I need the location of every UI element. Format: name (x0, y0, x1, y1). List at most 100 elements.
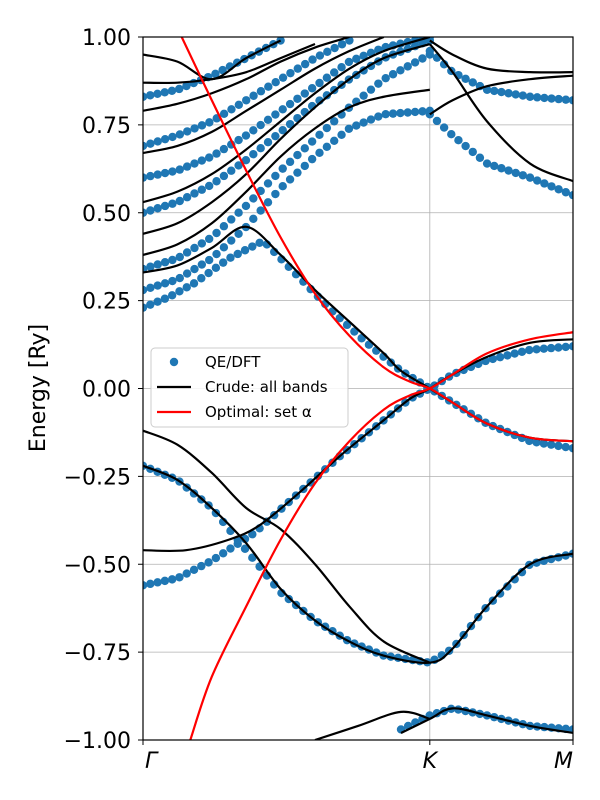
qe-dft-point (308, 55, 317, 64)
qe-dft-point (212, 177, 221, 186)
qe-dft-point (525, 345, 534, 355)
crude-all-bands-band-14 (400, 707, 573, 735)
qe-dft-point (300, 59, 310, 69)
qe-dft-point (307, 154, 317, 164)
qe-dft-point (204, 268, 213, 278)
qe-dft-point (241, 155, 251, 165)
qe-dft-point (533, 93, 542, 102)
qe-dft-point (219, 144, 229, 154)
qe-dft-point (182, 569, 191, 578)
qe-dft-point (153, 281, 162, 290)
qe-dft-point (153, 204, 162, 213)
qe-dft-point (554, 441, 563, 451)
qe-dft-point (234, 161, 243, 170)
qe-dft-point (160, 258, 170, 267)
qe-dft-point (532, 345, 541, 354)
y-tick-label: 1.00 (82, 26, 131, 51)
qe-dft-point (439, 123, 449, 132)
qe-dft-point (153, 89, 162, 98)
qe-dft-point (359, 118, 368, 127)
qe-dft-point (249, 91, 258, 100)
qe-dft-point (540, 179, 549, 188)
qe-dft-point (366, 115, 376, 124)
qe-dft-point (240, 544, 250, 553)
qe-dft-point (204, 558, 213, 567)
qe-dft-point (182, 81, 191, 91)
qe-dft-point (330, 117, 339, 126)
y-axis-label: Energy [Ry] (26, 324, 51, 452)
qe-dft-point (227, 236, 236, 245)
qe-dft-point (263, 115, 273, 125)
qe-dft-point (345, 37, 354, 45)
qe-dft-point (495, 352, 505, 362)
crude-all-bands-band-6 (143, 37, 431, 204)
qe-dft-point (359, 91, 368, 100)
qe-dft-point (226, 544, 235, 553)
qe-dft-point (285, 99, 295, 109)
qe-dft-point (160, 294, 170, 303)
qe-dft-point (240, 534, 250, 544)
qe-dft-point (263, 179, 273, 188)
qe-dft-point (189, 565, 199, 575)
qe-dft-point (204, 181, 214, 191)
crude-all-bands-band-7 (143, 37, 385, 155)
qe-dft-point (241, 201, 251, 211)
qe-dft-point (204, 255, 214, 265)
qe-dft-point (554, 343, 563, 352)
qe-dft-point (410, 58, 420, 67)
qe-dft-point (205, 118, 214, 127)
qe-dft-point (293, 64, 302, 73)
qe-dft-point (146, 171, 155, 181)
qe-dft-point (234, 135, 243, 145)
qe-dft-point (511, 90, 520, 99)
qe-dft-point (381, 109, 390, 119)
qe-dft-point (554, 94, 563, 104)
crude-all-bands-band-0 (143, 338, 573, 553)
qe-dft-point (490, 161, 499, 171)
qe-dft-point (160, 201, 170, 211)
qe-dft-point (337, 63, 346, 72)
qe-dft-point (352, 121, 361, 130)
qe-dft-point (503, 582, 512, 591)
qe-dft-point (510, 349, 519, 358)
qe-dft-point (540, 93, 549, 103)
qe-dft-point (226, 253, 235, 262)
qe-dft-point (190, 159, 199, 168)
qe-dft-point (425, 46, 435, 56)
qe-dft-point (359, 51, 368, 60)
x-tick-label: K (423, 749, 439, 774)
qe-dft-point (293, 168, 302, 177)
legend-label: Optimal: set α (205, 403, 312, 421)
qe-dft-point (307, 84, 317, 93)
qe-dft-point (315, 148, 324, 158)
qe-dft-point (167, 291, 177, 300)
qe-dft-point (374, 112, 383, 121)
qe-dft-point (454, 136, 463, 145)
qe-dft-point (219, 222, 229, 231)
qe-dft-point (240, 246, 250, 255)
qe-dft-point (227, 215, 236, 224)
qe-dft-point (153, 578, 162, 587)
y-tick-label: −1.00 (64, 729, 131, 754)
qe-dft-point (330, 43, 339, 53)
qe-dft-point (488, 354, 498, 364)
qe-dft-point (366, 85, 376, 94)
qe-dft-point (211, 553, 221, 563)
qe-dft-point (248, 553, 257, 562)
qe-dft-point (263, 198, 273, 207)
qe-dft-point (503, 351, 512, 360)
qe-dft-point (468, 147, 477, 157)
crude-all-bands-band-13 (429, 39, 573, 74)
qe-dft-point (248, 242, 257, 251)
qe-dft-point (568, 444, 573, 453)
qe-dft-point (143, 285, 148, 295)
qe-dft-point (190, 243, 199, 253)
qe-dft-point (175, 196, 184, 206)
qe-dft-point (517, 567, 527, 577)
crude-all-bands-band-11 (428, 43, 573, 183)
qe-dft-point (160, 134, 170, 144)
ticks: 1.00 0.75 0.50 0.25 0.00 −0.25 −0.50 −0.75 −1.00… (64, 26, 574, 774)
qe-dft-point (211, 69, 220, 79)
legend-label: Crude: all bands (205, 378, 328, 396)
legend-marker-qe-dft (169, 357, 179, 367)
